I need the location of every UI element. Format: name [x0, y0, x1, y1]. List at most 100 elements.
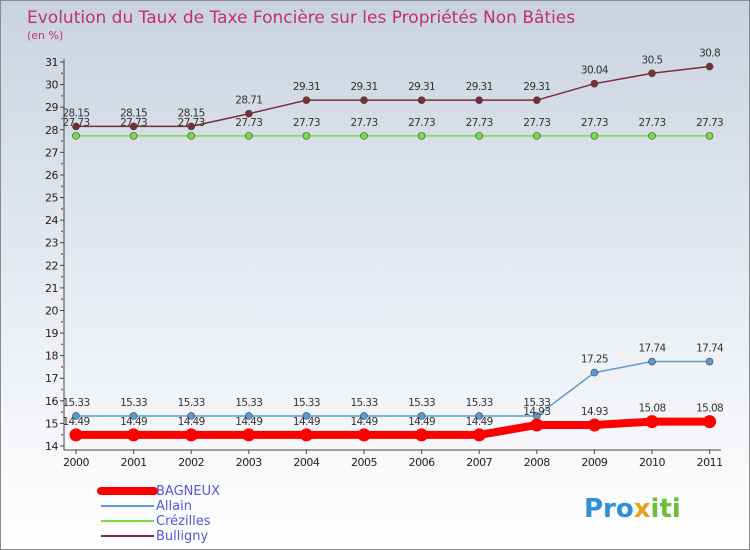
data-point — [242, 428, 256, 442]
y-axis-ticks: 14 15 16 17 18 19 20 21 22 23 24 25 26 27 28 29 30 31 — [45, 56, 64, 453]
x-tick-label: 2010 — [639, 456, 665, 469]
data-label: 28.71 — [235, 95, 262, 107]
data-label: 15.33 — [466, 397, 493, 409]
y-minor-tick — [61, 162, 63, 165]
data-label: 15.33 — [293, 397, 320, 409]
y-tick-label: 22 — [45, 259, 58, 272]
data-point — [417, 412, 426, 420]
data-point — [302, 96, 311, 104]
chart-title: Evolution du Taux de Taxe Foncière sur l… — [27, 8, 575, 28]
y-tick-label: 20 — [45, 304, 58, 317]
data-point — [587, 418, 601, 432]
y-minor-tick — [61, 320, 63, 323]
y-minor-tick — [61, 140, 63, 142]
y-axis-unit: (en %) — [27, 29, 63, 42]
data-label: 27.73 — [235, 117, 262, 129]
y-minor-tick — [61, 94, 63, 97]
series-line-0 — [72, 417, 714, 439]
data-label: 14.49 — [120, 416, 147, 428]
series-line-1 — [75, 360, 711, 417]
y-tick-label: 30 — [45, 79, 58, 92]
data-point — [475, 412, 484, 420]
data-label: 15.33 — [350, 397, 377, 409]
data-labels-layer: 14.49 14.49 14.49 14.49 14.49 14.49 14.49 14.49… — [62, 48, 724, 428]
data-point — [532, 132, 541, 140]
x-tick-label: 2002 — [178, 456, 204, 469]
data-point — [184, 428, 198, 442]
y-minor-tick — [61, 117, 63, 120]
data-label: 27.73 — [466, 117, 493, 129]
legend-label: Bulligny — [156, 529, 208, 544]
y-minor-tick — [61, 433, 63, 436]
data-label: 14.93 — [523, 406, 550, 418]
data-point — [475, 132, 484, 140]
data-label: 27.73 — [581, 117, 608, 129]
logo-part-2: x — [634, 494, 651, 524]
data-label: 30.8 — [699, 48, 720, 60]
data-point — [590, 132, 599, 140]
data-point — [129, 122, 138, 131]
y-minor-tick — [61, 253, 63, 255]
data-point — [417, 96, 426, 104]
data-label: 27.73 — [293, 117, 320, 129]
data-point — [187, 132, 195, 140]
data-label: 27.73 — [350, 117, 377, 129]
data-point — [705, 62, 714, 71]
data-point — [475, 96, 484, 104]
data-point — [530, 418, 544, 432]
data-label: 17.74 — [696, 343, 724, 355]
data-point — [299, 428, 313, 442]
y-tick-label: 25 — [45, 192, 58, 205]
data-label: 28.15 — [120, 107, 147, 119]
y-tick-label: 28 — [45, 124, 58, 137]
x-tick-label: 2008 — [524, 456, 550, 469]
data-point — [648, 69, 656, 78]
logo-part-3: iti — [651, 494, 681, 524]
data-label: 15.08 — [638, 403, 665, 415]
data-label: 15.33 — [62, 397, 89, 409]
data-label: 29.31 — [293, 81, 320, 93]
y-minor-tick — [61, 230, 63, 233]
data-point — [360, 412, 368, 420]
y-tick-label: 16 — [45, 395, 58, 408]
y-minor-tick — [61, 298, 63, 301]
y-tick-label: 26 — [45, 169, 58, 182]
data-point — [187, 122, 195, 131]
data-label: 14.49 — [408, 416, 435, 428]
data-point — [360, 132, 368, 140]
data-label: 15.33 — [235, 397, 262, 409]
data-label: 15.33 — [523, 397, 550, 409]
data-point — [302, 412, 311, 420]
data-label: 29.31 — [408, 81, 435, 93]
data-point — [360, 96, 368, 104]
data-label: 29.31 — [523, 81, 550, 93]
y-tick-label: 23 — [45, 237, 58, 250]
y-minor-tick — [61, 207, 63, 210]
data-label: 15.08 — [696, 403, 723, 415]
legend-label: Allain — [156, 499, 192, 514]
data-point — [472, 428, 486, 442]
data-point — [705, 132, 714, 140]
data-label: 28.15 — [178, 107, 205, 119]
data-label: 28.15 — [62, 107, 89, 119]
data-label: 30.04 — [581, 65, 609, 77]
x-tick-label: 2005 — [351, 456, 377, 469]
x-tick-label: 2007 — [466, 456, 492, 469]
y-tick-label: 29 — [45, 101, 58, 114]
x-tick-label: 2004 — [293, 456, 319, 469]
y-tick-label: 14 — [45, 440, 58, 453]
x-tick-label: 2009 — [581, 456, 607, 469]
data-label: 14.93 — [581, 406, 608, 418]
y-minor-tick — [61, 388, 63, 391]
y-minor-tick — [61, 275, 63, 278]
data-point — [72, 132, 80, 140]
data-label: 14.49 — [293, 416, 320, 428]
data-point — [645, 415, 659, 429]
y-tick-label: 31 — [45, 56, 58, 69]
x-tick-label: 2003 — [236, 456, 262, 469]
data-label: 27.73 — [523, 117, 550, 129]
y-minor-tick — [61, 366, 63, 368]
data-point — [590, 79, 599, 88]
